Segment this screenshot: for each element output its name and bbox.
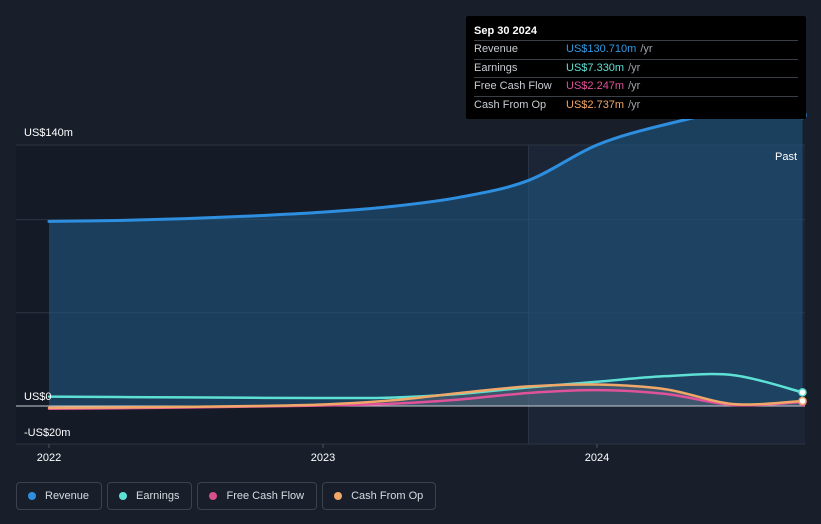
tooltip-unit: /yr	[628, 98, 641, 111]
legend-item-cash-from-op[interactable]: Cash From Op	[322, 482, 437, 510]
revenue-area	[49, 111, 803, 406]
tooltip-value: US$2.247m	[566, 80, 625, 92]
cash-from-op-line	[47, 383, 804, 410]
y-axis-tick-label: US$0	[24, 391, 52, 403]
tooltip-unit: /yr	[640, 43, 653, 55]
legend-item-revenue[interactable]: Revenue	[16, 482, 103, 510]
x-axis-tick-label: 2024	[585, 452, 609, 464]
tooltip-unit: /yr	[628, 61, 641, 74]
legend-label: Revenue	[45, 490, 90, 502]
tooltip-label: Revenue	[474, 43, 519, 55]
cash-from-op-end-point	[798, 396, 807, 406]
tooltip-row-earnings: Earnings US$7.330m /yr	[474, 58, 798, 78]
tooltip-row-free-cash-flow: Free Cash Flow US$2.247m /yr	[474, 77, 798, 96]
revenue-line	[47, 109, 804, 223]
tooltip-value: US$2.737m	[566, 98, 625, 111]
tooltip-panel: Sep 30 2024 Revenue US$130.710m /yr Earn…	[466, 16, 806, 119]
tooltip-label: Free Cash Flow	[474, 80, 552, 92]
legend-label: Free Cash Flow	[226, 490, 305, 502]
y-axis-tick-label: -US$20m	[24, 427, 70, 439]
x-axis-tick-label: 2023	[311, 452, 335, 464]
tooltip-unit: /yr	[628, 80, 641, 92]
tooltip-row-revenue: Revenue US$130.710m /yr	[474, 40, 798, 59]
x-axis-tick-label: 2022	[37, 452, 61, 464]
tooltip-date: Sep 30 2024	[474, 25, 537, 37]
legend-label: Earnings	[136, 490, 180, 502]
legend-dot-icon	[119, 492, 128, 500]
legend-dot-icon	[334, 492, 343, 500]
tooltip-value: US$7.330m	[566, 61, 625, 74]
legend-item-free-cash-flow[interactable]: Free Cash Flow	[197, 482, 318, 510]
tooltip-label: Cash From Op	[474, 98, 547, 111]
tooltip-value: US$130.710m	[566, 43, 637, 55]
tooltip-label: Earnings	[474, 61, 518, 74]
legend-dot-icon	[209, 492, 218, 500]
legend-label: Cash From Op	[351, 490, 424, 502]
past-label: Past	[775, 151, 797, 163]
legend-dot-icon	[28, 492, 36, 500]
y-axis-tick-label: US$140m	[24, 127, 73, 139]
earnings-end-point	[798, 388, 807, 397]
legend-item-earnings[interactable]: Earnings	[107, 482, 193, 510]
legend: Revenue Earnings Free Cash Flow Cash Fro…	[16, 482, 437, 510]
tooltip-row-cash-from-op: Cash From Op US$2.737m /yr	[474, 95, 798, 115]
